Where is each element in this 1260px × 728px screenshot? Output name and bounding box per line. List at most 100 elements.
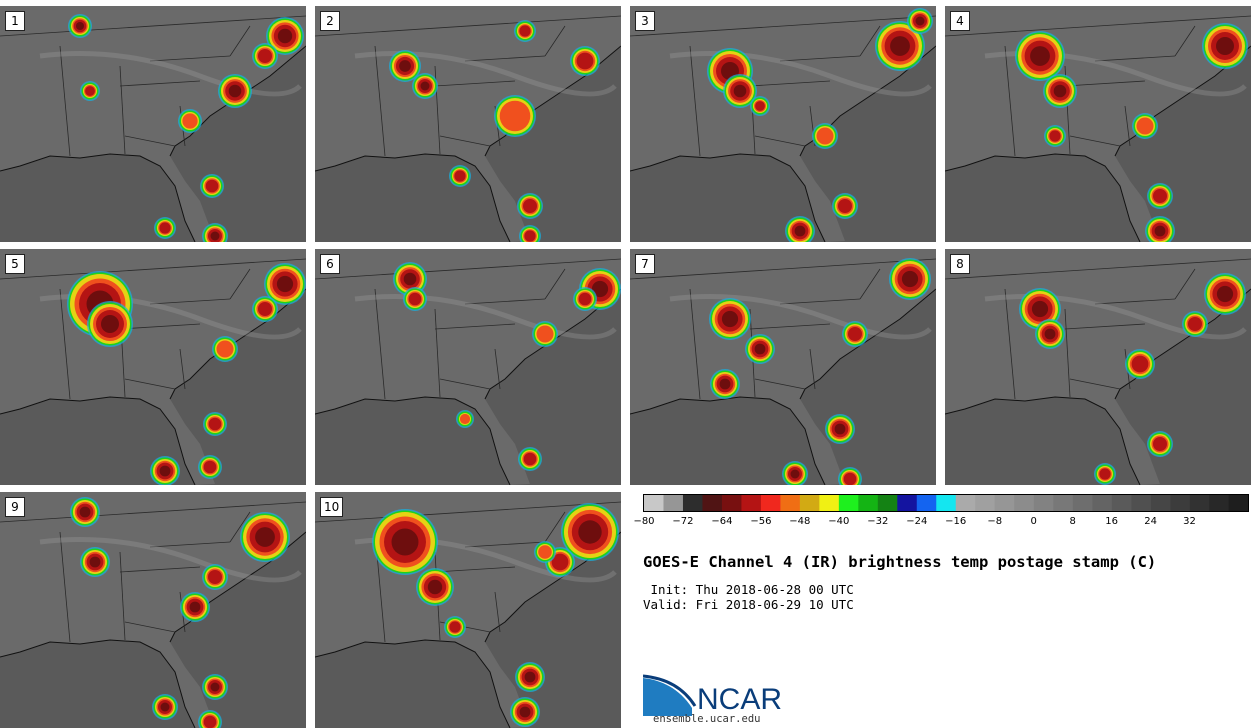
panel-number: 8 [950, 254, 970, 274]
panel-number: 10 [320, 497, 344, 517]
land-mass [630, 6, 936, 242]
convective-cell [198, 710, 222, 728]
panel-number: 4 [950, 11, 970, 31]
convective-cell [907, 8, 933, 34]
ncar-logo: NCAR [643, 674, 782, 716]
convective-cell [1145, 216, 1175, 242]
colorbar-segment [1228, 495, 1249, 511]
panel-number: 9 [5, 497, 25, 517]
colorbar-tick-label: −32 [867, 516, 889, 527]
colorbar-segment [1111, 495, 1132, 511]
convective-cell [202, 674, 228, 700]
panel-number: 7 [635, 254, 655, 274]
convective-cell [1043, 74, 1077, 108]
colorbar-tick-label: −64 [711, 516, 733, 527]
ir-satellite-map [630, 6, 936, 242]
convective-cell [393, 262, 427, 296]
colorbar-tick-label: 24 [1144, 516, 1157, 527]
convective-cell [70, 497, 100, 527]
colorbar-tick-label: −8 [987, 516, 1003, 527]
convective-cell [252, 43, 278, 69]
colorbar-segment [1131, 495, 1151, 511]
colorbar-tick-label: 0 [1030, 516, 1037, 527]
convective-cell [416, 568, 454, 606]
convective-cell [180, 592, 210, 622]
convective-cell [534, 541, 556, 563]
convective-cell [198, 455, 222, 479]
colorbar-segment [1014, 495, 1034, 511]
forecast-panel: 4 [945, 6, 1251, 242]
convective-cell [1147, 183, 1173, 209]
convective-cell [372, 509, 438, 575]
convective-cell [1204, 273, 1246, 315]
ir-satellite-map [315, 249, 621, 485]
colorbar-segment [663, 495, 684, 511]
colorbar-segment [1092, 495, 1112, 511]
colorbar-tick-label: 8 [1069, 516, 1076, 527]
convective-cell [785, 216, 815, 242]
colorbar-tick-label: −40 [828, 516, 850, 527]
convective-cell [723, 74, 757, 108]
colorbar-tick-label: −48 [789, 516, 811, 527]
convective-cell [218, 74, 252, 108]
convective-cell [745, 334, 775, 364]
forecast-panel: 2 [315, 6, 621, 242]
convective-cell [514, 20, 536, 42]
convective-cell [710, 369, 740, 399]
convective-cell [1015, 31, 1065, 81]
convective-cell [510, 697, 540, 727]
colorbar-segment [721, 495, 742, 511]
colorbar-tick-label: −56 [750, 516, 772, 527]
logo-url: ensemble.ucar.edu [653, 713, 761, 725]
colorbar-segment [1189, 495, 1210, 511]
colorbar-segment [1072, 495, 1093, 511]
ncar-logo-text: NCAR [697, 683, 782, 716]
forecast-panel: 5 [0, 249, 306, 485]
forecast-panel: 10 [315, 492, 621, 728]
convective-cell [561, 503, 619, 561]
convective-cell [202, 564, 228, 590]
convective-cell [1044, 125, 1066, 147]
forecast-panel: 8 [945, 249, 1251, 485]
land-mass [315, 249, 621, 485]
forecast-panel: 7 [630, 249, 936, 485]
convective-cell [87, 301, 133, 347]
colorbar-segment [1150, 495, 1171, 511]
colorbar-segment [1209, 495, 1229, 511]
convective-cell [203, 412, 227, 436]
ir-satellite-map [630, 249, 936, 485]
convective-cell [515, 662, 545, 692]
colorbar-tick-label: −24 [906, 516, 928, 527]
colorbar-segment [682, 495, 703, 511]
convective-cell [532, 321, 558, 347]
convective-cell [212, 336, 238, 362]
colorbar-segment [975, 495, 996, 511]
colorbar-segment [1053, 495, 1073, 511]
ir-satellite-map [315, 6, 621, 242]
convective-cell [832, 193, 858, 219]
convective-cell [80, 81, 100, 101]
colorbar-segment [644, 495, 664, 511]
colorbar-tick-label: −16 [945, 516, 967, 527]
convective-cell [200, 174, 224, 198]
panel-number: 1 [5, 11, 25, 31]
figure-title: GOES-E Channel 4 (IR) brightness temp po… [643, 553, 1157, 571]
convective-cell [1094, 463, 1116, 485]
ir-satellite-map [945, 249, 1251, 485]
convective-cell [812, 123, 838, 149]
convective-cell [750, 96, 770, 116]
ir-satellite-map [315, 492, 621, 728]
init-time: Init: Thu 2018-06-28 00 UTC [643, 582, 854, 597]
colorbar-segment [780, 495, 801, 511]
convective-cell [1125, 349, 1155, 379]
colorbar-tick-label: 16 [1105, 516, 1118, 527]
ir-satellite-map [0, 492, 306, 728]
colorbar-segment [799, 495, 820, 511]
convective-cell [517, 193, 543, 219]
convective-cell [152, 694, 178, 720]
convective-cell [842, 321, 868, 347]
convective-cell [1147, 431, 1173, 457]
colorbar-segment [916, 495, 937, 511]
convective-cell [154, 217, 176, 239]
convective-cell [403, 287, 427, 311]
